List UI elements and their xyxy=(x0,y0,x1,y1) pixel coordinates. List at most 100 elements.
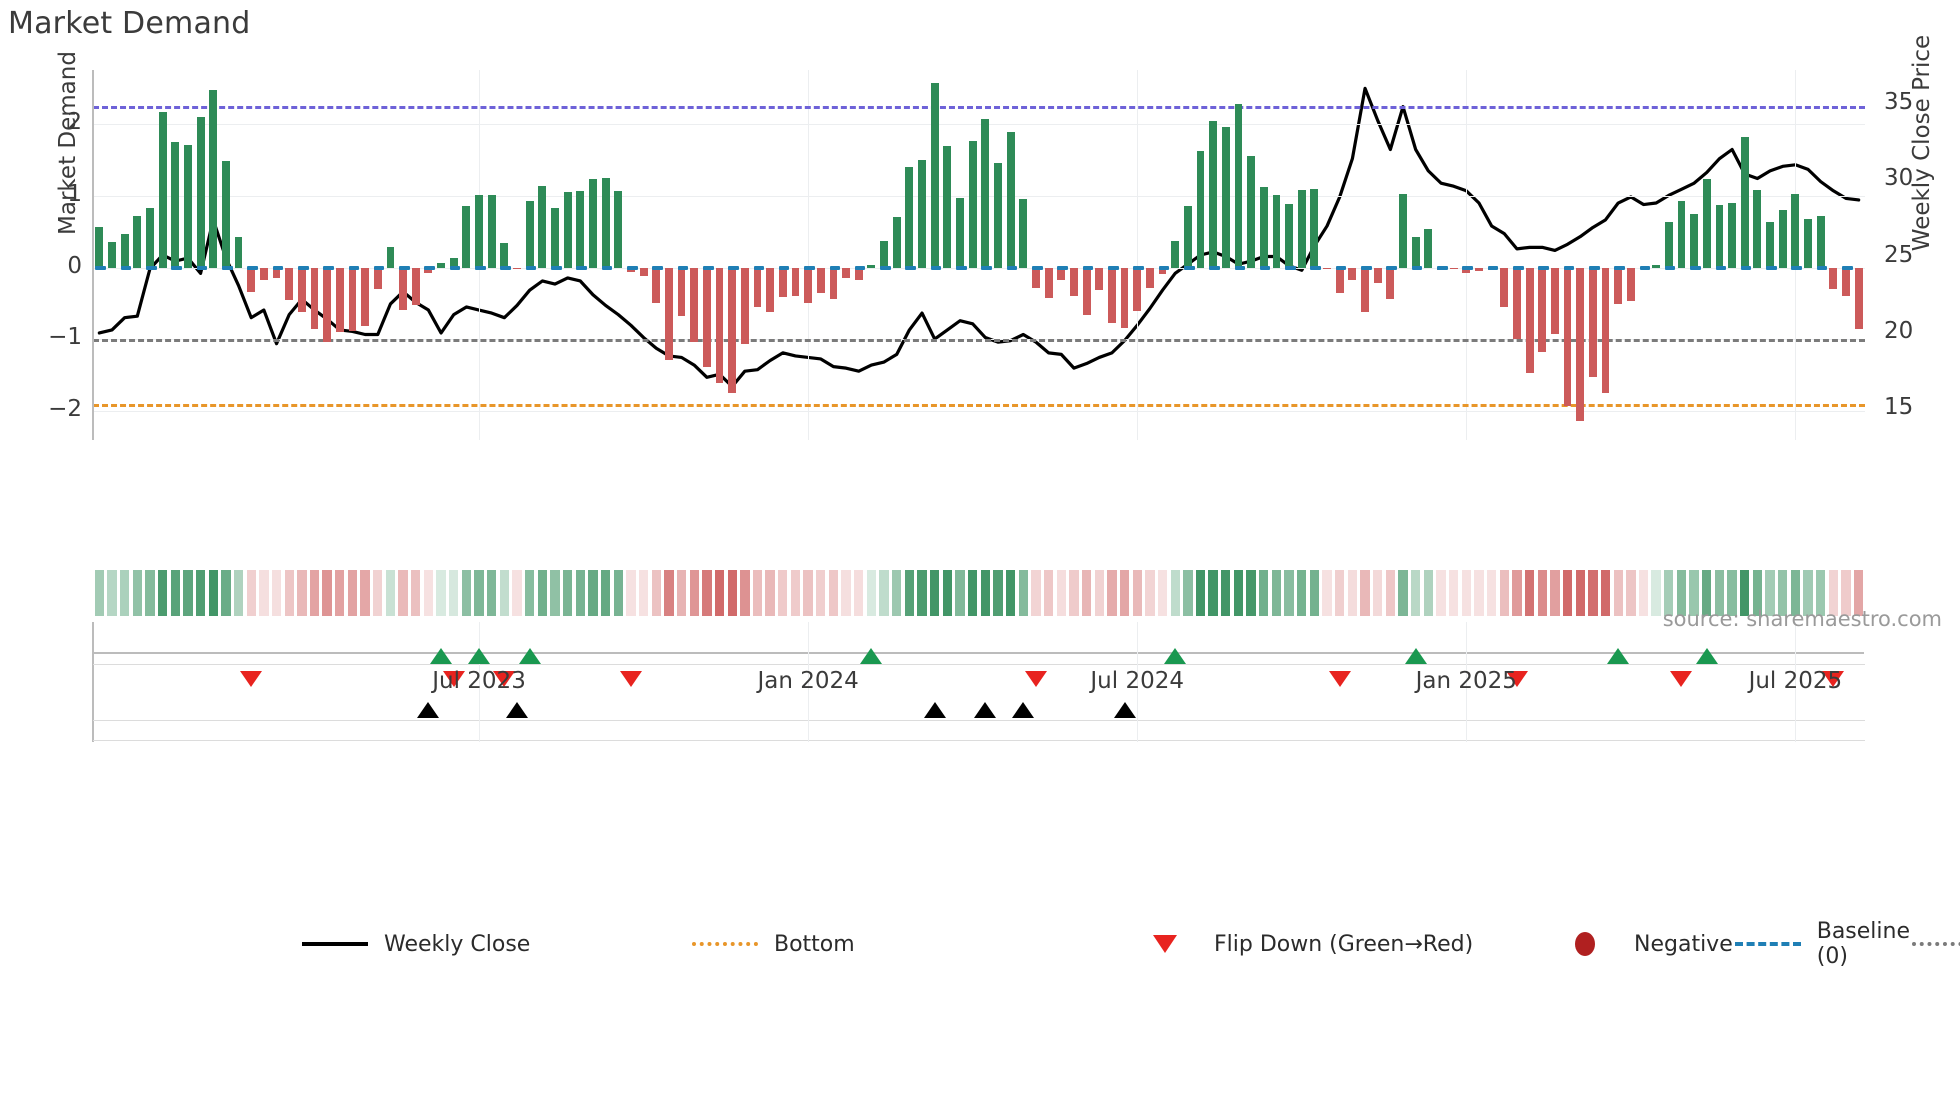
baseline-segment xyxy=(1411,265,1423,270)
baseline-segment xyxy=(880,265,891,270)
demand-bar xyxy=(500,243,509,268)
strip-cell xyxy=(727,570,737,616)
demand-bar xyxy=(158,111,167,268)
baseline-segment xyxy=(475,265,486,270)
demand-bar xyxy=(449,257,458,268)
flip-up-marker-icon xyxy=(1164,648,1187,664)
strip-cell xyxy=(1170,570,1180,616)
strip-cell xyxy=(1069,570,1079,616)
strip-cell xyxy=(1651,570,1661,616)
baseline-segment xyxy=(221,265,233,270)
strip-cell xyxy=(664,570,674,616)
legend-item[interactable]: Flip Down (Green→Red) xyxy=(1130,925,1550,963)
legend-item[interactable]: -1 level xyxy=(1910,925,1960,963)
strip-cell xyxy=(626,570,636,616)
demand-bar xyxy=(1323,267,1331,269)
strip-cell xyxy=(1309,570,1320,616)
demand-bar xyxy=(1158,267,1167,275)
demand-bar xyxy=(892,216,901,268)
flip-up-marker-icon xyxy=(430,648,453,664)
strip-cell xyxy=(778,570,788,616)
demand-bar xyxy=(411,267,420,305)
strip-cell xyxy=(942,570,953,616)
baseline-segment xyxy=(1462,265,1473,270)
flip-up-marker-icon xyxy=(518,648,541,664)
strip-cell xyxy=(436,570,446,616)
strip-cell xyxy=(195,570,206,616)
demand-bar xyxy=(842,267,851,278)
baseline-segment xyxy=(930,265,942,270)
strip-cell xyxy=(385,570,396,616)
strip-cell xyxy=(423,570,434,616)
reference-line-bottom xyxy=(93,404,1865,408)
strip-cell xyxy=(676,570,687,616)
demand-bar xyxy=(133,215,142,268)
legend-item[interactable]: Bottom xyxy=(690,925,1130,963)
demand-bar xyxy=(627,267,635,272)
strip-cell xyxy=(221,570,231,616)
strip-cell xyxy=(1626,570,1636,616)
demand-bar xyxy=(1272,195,1281,268)
baseline-segment xyxy=(677,265,689,270)
flip-up-marker-icon xyxy=(860,648,883,664)
demand-bar xyxy=(146,207,154,268)
demand-bar xyxy=(766,267,775,313)
baseline-segment xyxy=(1690,265,1701,270)
baseline-segment xyxy=(1361,265,1372,270)
strip-cell xyxy=(1613,570,1623,616)
demand-bar xyxy=(171,141,180,268)
demand-bar xyxy=(576,190,585,268)
legend-item[interactable]: Baseline (0) xyxy=(1733,919,1910,969)
demand-bar xyxy=(994,162,1002,268)
demand-bar xyxy=(1310,189,1319,268)
chart-legend: Weekly Close Bottom Flip Down (Green→Red) N… xyxy=(300,919,1960,969)
dotted-grey-line-icon xyxy=(1912,942,1960,946)
legend-item[interactable]: Negative xyxy=(1550,925,1733,963)
strip-cell xyxy=(1512,570,1522,616)
strip-cell xyxy=(1461,570,1471,616)
flip-down-marker-icon xyxy=(1822,671,1845,687)
demand-bar xyxy=(1373,267,1382,283)
strip-cell xyxy=(1727,570,1737,616)
demand-bar xyxy=(1082,267,1091,315)
demand-bar xyxy=(1297,189,1306,268)
demand-bar xyxy=(753,267,762,308)
demand-bar xyxy=(1842,267,1850,296)
demand-bar xyxy=(1120,267,1129,328)
strip-cell xyxy=(119,570,130,616)
demand-bar xyxy=(373,267,382,290)
strip-cell xyxy=(562,570,573,616)
strip-cell xyxy=(107,570,117,616)
demand-bar xyxy=(1513,267,1521,339)
legend-key xyxy=(1733,933,1803,955)
demand-bar xyxy=(1335,267,1344,293)
flip-down-marker-icon xyxy=(1505,671,1528,687)
legend-item[interactable]: Weekly Close xyxy=(300,925,690,963)
demand-bar xyxy=(475,195,483,268)
strip-cell xyxy=(714,570,725,616)
strip-cell xyxy=(904,570,915,616)
demand-bar xyxy=(854,267,863,280)
y-tick-label-left: 0 xyxy=(67,252,82,279)
baseline-segment xyxy=(1285,265,1296,270)
demand-bar xyxy=(335,267,344,333)
flip-down-marker-icon xyxy=(442,671,465,687)
demand-bar xyxy=(778,267,787,298)
x-tick-label: Jul 2023 xyxy=(432,668,526,694)
strip-cell xyxy=(398,570,408,616)
flip-up-marker-icon xyxy=(1695,648,1718,664)
gridline-vertical xyxy=(1137,70,1139,440)
baseline-segment xyxy=(424,265,436,270)
strip-cell xyxy=(335,570,345,616)
strip-cell xyxy=(309,570,320,616)
demand-bar xyxy=(715,267,724,383)
price-cross-marker-icon xyxy=(923,702,946,718)
demand-bar xyxy=(1171,240,1180,268)
x-tick-label: Jul 2025 xyxy=(1748,668,1843,694)
demand-bar xyxy=(1576,267,1585,422)
baseline-segment xyxy=(1715,265,1727,270)
strip-cell xyxy=(1119,570,1130,616)
demand-bar xyxy=(1690,214,1699,268)
gridline-horizontal xyxy=(93,411,1865,413)
